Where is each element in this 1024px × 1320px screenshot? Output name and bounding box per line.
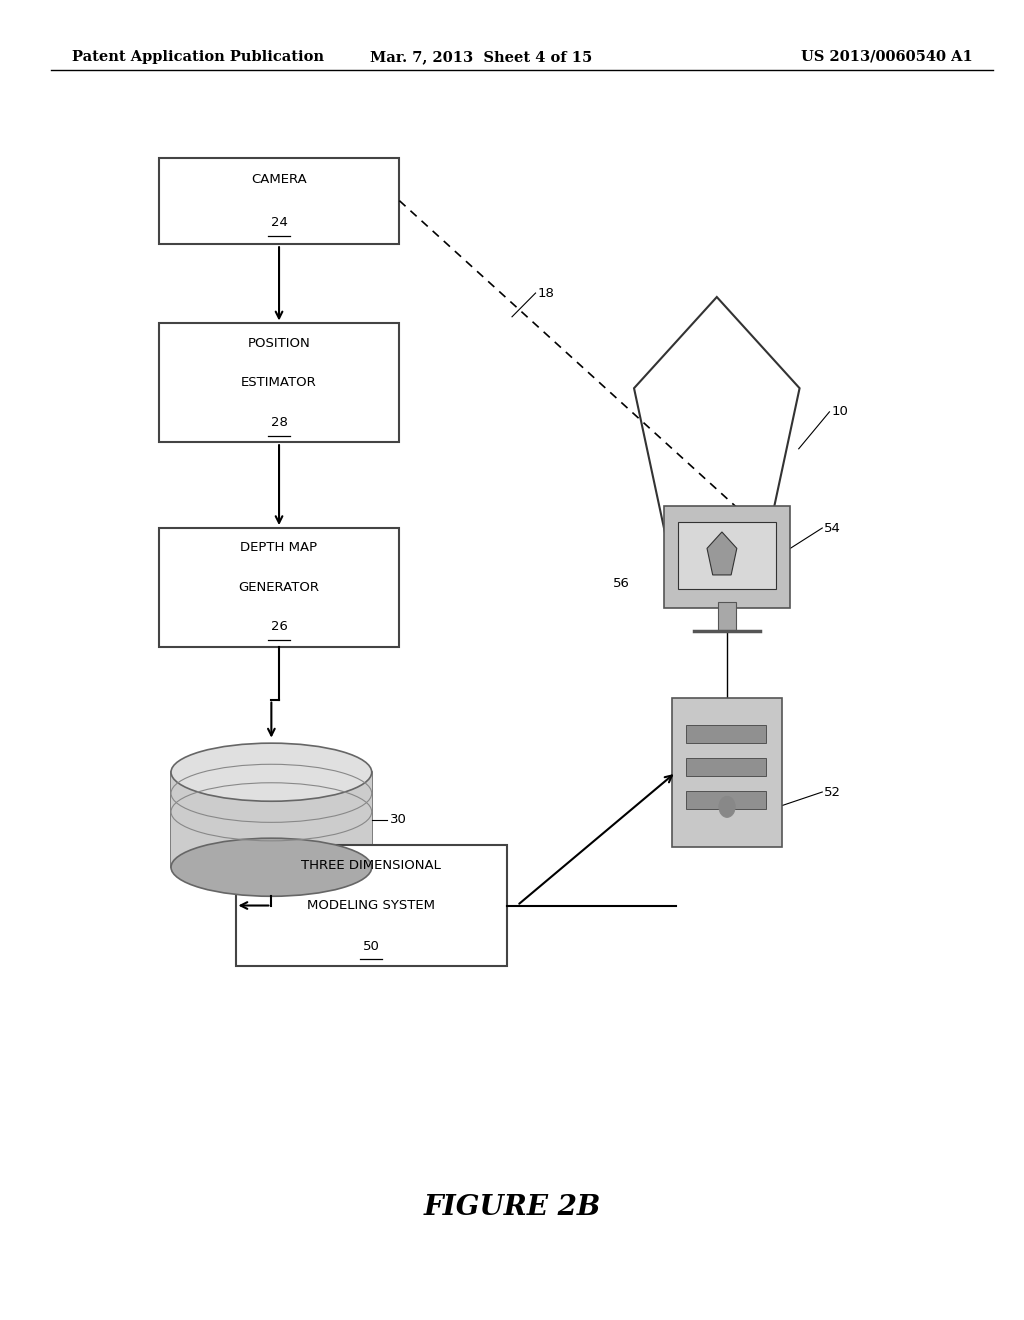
- Text: THREE DIMENSIONAL: THREE DIMENSIONAL: [301, 858, 441, 871]
- FancyBboxPatch shape: [664, 507, 791, 607]
- Text: CAMERA: CAMERA: [251, 173, 307, 186]
- Bar: [686, 792, 766, 808]
- Text: Patent Application Publication: Patent Application Publication: [72, 50, 324, 63]
- Bar: [171, 772, 372, 867]
- Bar: [159, 323, 399, 442]
- Text: 30: 30: [390, 813, 407, 826]
- Bar: [159, 158, 399, 244]
- Ellipse shape: [171, 743, 372, 801]
- Text: DEPTH MAP: DEPTH MAP: [241, 541, 317, 554]
- Bar: [236, 845, 507, 966]
- Text: 24: 24: [270, 216, 288, 230]
- Polygon shape: [707, 532, 737, 576]
- Text: 10: 10: [831, 405, 848, 418]
- Text: US 2013/0060540 A1: US 2013/0060540 A1: [801, 50, 973, 63]
- Text: 26: 26: [270, 620, 288, 634]
- Text: 18: 18: [538, 286, 554, 300]
- Text: MODELING SYSTEM: MODELING SYSTEM: [307, 899, 435, 912]
- Text: FIGURE 2B: FIGURE 2B: [423, 1195, 601, 1221]
- Bar: [678, 523, 776, 589]
- Text: Mar. 7, 2013  Sheet 4 of 15: Mar. 7, 2013 Sheet 4 of 15: [370, 50, 593, 63]
- Text: ESTIMATOR: ESTIMATOR: [242, 376, 316, 389]
- Polygon shape: [634, 297, 800, 536]
- Bar: [718, 602, 736, 631]
- Text: 50: 50: [362, 940, 380, 953]
- Text: GENERATOR: GENERATOR: [239, 581, 319, 594]
- Text: 28: 28: [270, 416, 288, 429]
- Text: 54: 54: [824, 521, 841, 535]
- Text: 52: 52: [824, 785, 842, 799]
- Text: POSITION: POSITION: [248, 337, 310, 350]
- Ellipse shape: [171, 838, 372, 896]
- Bar: [159, 528, 399, 647]
- Bar: [686, 726, 766, 743]
- FancyBboxPatch shape: [672, 697, 782, 847]
- Circle shape: [719, 796, 735, 817]
- Text: 56: 56: [613, 577, 630, 590]
- Bar: [686, 759, 766, 776]
